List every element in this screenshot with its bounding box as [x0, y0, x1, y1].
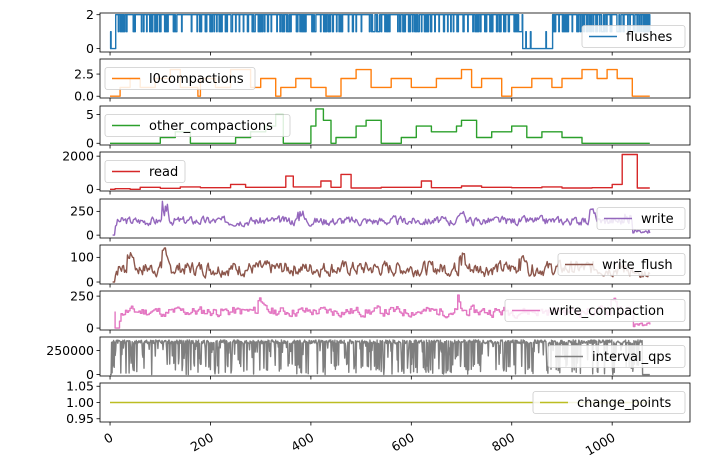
legend-label-interval_qps: interval_qps: [592, 350, 672, 365]
axes-frame-read: [99, 151, 691, 192]
xtick-label-4: 800: [489, 430, 517, 455]
axes-frame-write_compaction: [99, 290, 691, 331]
series-line-flushes: [109, 14, 651, 50]
ytick-label-read-0: 0: [86, 182, 94, 197]
legend-box-interval_qps: [547, 345, 686, 368]
legend-box-flushes: [581, 25, 686, 48]
ytick-label-write-0: 0: [86, 227, 94, 242]
legend-label-flushes: flushes: [626, 30, 672, 45]
ytick-label-interval_qps-1: 250000: [46, 343, 94, 358]
subplot-write_compaction: 0 250 write_compaction: [70, 288, 691, 335]
subplot-read: 0 2000 read: [62, 148, 691, 197]
legend-label-read: read: [149, 165, 178, 180]
xtick-label-0: 0: [101, 430, 115, 447]
legend-box-other_compactions: [104, 114, 291, 137]
axes-frame-interval_qps: [99, 336, 691, 377]
ytick-label-write_flush-1: 100: [70, 250, 94, 265]
axes-frame-write: [99, 198, 691, 239]
legend-read: read: [104, 160, 186, 183]
ytick-label-write_compaction-0: 0: [86, 320, 94, 335]
legend-write_compaction: write_compaction: [504, 299, 686, 322]
legend-write: write: [596, 207, 686, 230]
subplot-interval_qps: 0 250000 interval_qps: [46, 336, 691, 382]
axes-frame-l0compactions: [99, 58, 691, 99]
legend-label-l0compactions: l0compactions: [149, 72, 244, 87]
legend-other_compactions: other_compactions: [104, 114, 291, 137]
series-line-read: [110, 153, 650, 190]
ytick-label-other_compactions-0: 0: [86, 136, 94, 151]
axes-frame-write_flush: [99, 244, 691, 285]
legend-write_flush: write_flush: [557, 253, 686, 276]
subplot-l0compactions: 0.0 2.5 l0compactions: [74, 58, 691, 104]
legend-label-write_flush: write_flush: [602, 258, 673, 273]
subplot-write_flush: 0 100 write_flush: [70, 244, 691, 289]
legend-interval_qps: interval_qps: [547, 345, 686, 368]
legend-change_points: change_points: [532, 391, 686, 414]
ytick-label-write-1: 250: [70, 204, 94, 219]
ytick-label-interval_qps-0: 0: [86, 367, 94, 382]
legend-box-l0compactions: [104, 67, 256, 90]
subplot-flushes: 0 2 flushes: [86, 7, 691, 56]
legend-box-write_compaction: [504, 299, 686, 322]
legend-label-write_compaction: write_compaction: [549, 304, 664, 319]
ytick-label-read-1: 2000: [62, 148, 94, 163]
legend-box-change_points: [532, 391, 686, 414]
ytick-label-change_points-1: 1.00: [66, 395, 94, 410]
ytick-label-change_points-0: 0.95: [66, 411, 94, 426]
legend-label-change_points: change_points: [577, 396, 671, 411]
ytick-label-flushes-0: 0: [86, 41, 94, 56]
legend-box-read: [104, 160, 186, 183]
legend-box-write_flush: [557, 253, 686, 276]
subplot-change_points: 0.951.001.05 change_points: [66, 379, 691, 426]
ytick-label-l0compactions-0: 0.0: [74, 89, 94, 104]
ytick-label-flushes-1: 2: [86, 7, 94, 22]
legend-label-write: write: [641, 212, 674, 227]
ytick-label-other_compactions-1: 5: [86, 107, 94, 122]
xtick-label-5: 1000: [583, 430, 618, 459]
xtick-label-3: 600: [389, 430, 417, 455]
xtick-label-2: 400: [288, 430, 316, 455]
legend-flushes: flushes: [581, 25, 686, 48]
axes-frame-other_compactions: [99, 105, 691, 146]
ytick-label-change_points-2: 1.05: [66, 379, 94, 394]
ytick-label-write_flush-0: 0: [86, 274, 94, 289]
subplot-other_compactions: 0 5 other_compactions: [86, 105, 691, 151]
series-line-write: [112, 200, 651, 236]
legend-box-write: [596, 207, 686, 230]
subplot-write: 0 250 write: [70, 198, 691, 242]
legend-label-other_compactions: other_compactions: [149, 119, 273, 134]
xtick-label-1: 200: [188, 430, 216, 455]
axes-frame-flushes: [99, 12, 691, 53]
legend-l0compactions: l0compactions: [104, 67, 256, 90]
ytick-label-l0compactions-1: 2.5: [74, 66, 94, 81]
ytick-label-write_compaction-1: 250: [70, 288, 94, 303]
